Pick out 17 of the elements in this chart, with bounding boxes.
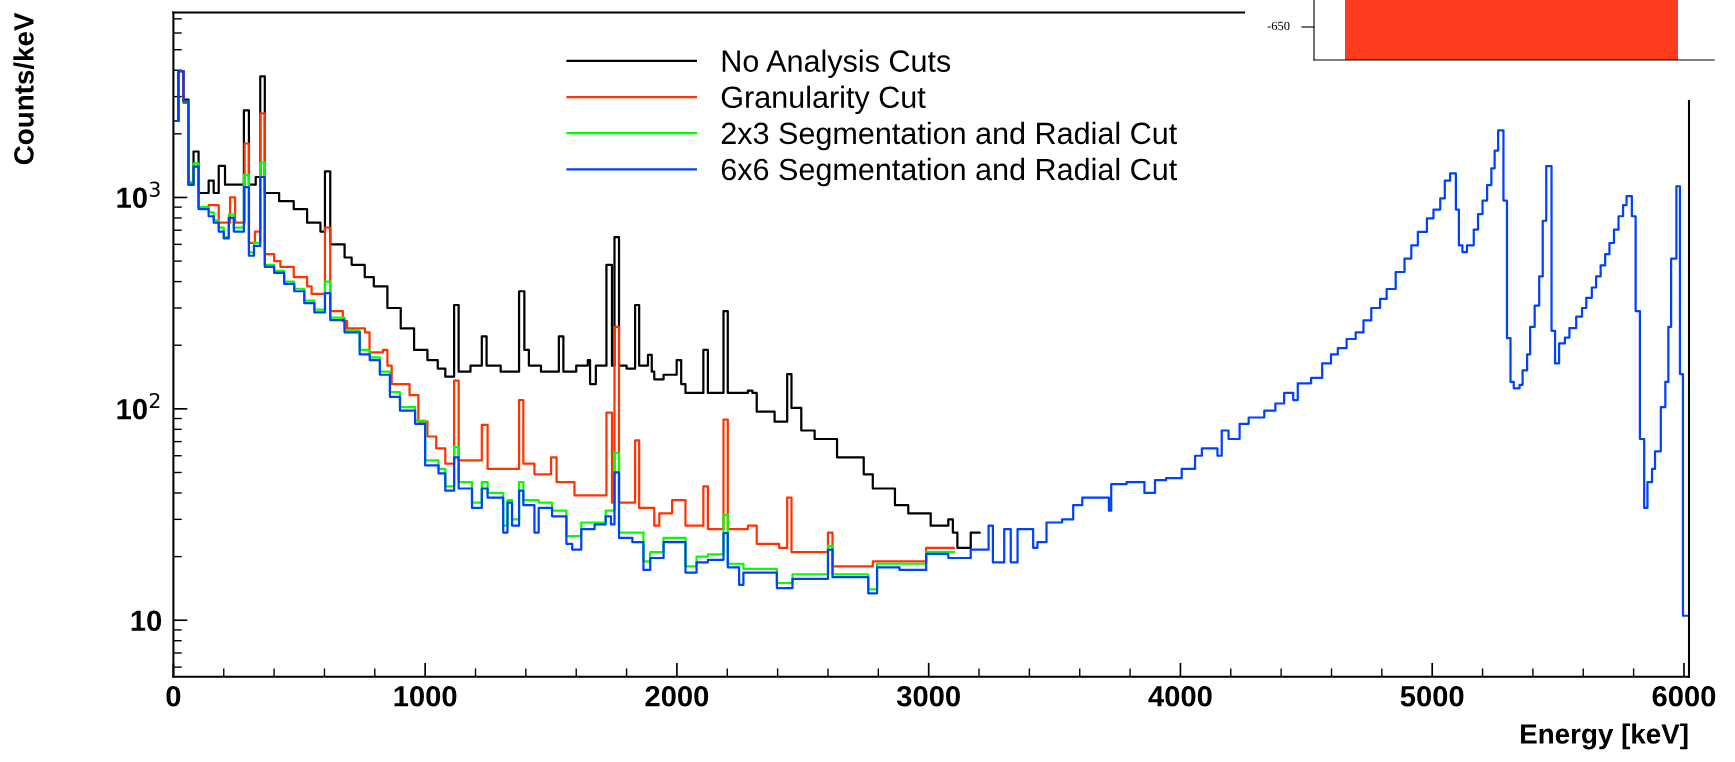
- x-tick-label: 3000: [896, 685, 960, 707]
- y-tick-label: 10$^{2}$: [117, 392, 160, 420]
- x-tick-label: 6000: [1652, 685, 1716, 707]
- x-tick-label: 1000: [394, 685, 457, 707]
- y-tick-label: 10$^{3}$: [117, 181, 160, 209]
- x-tick-label: 5000: [1400, 685, 1464, 707]
- legend-label: 2x3 Segmentation and Radial Cut: [721, 121, 1177, 151]
- x-tick-label: 2000: [645, 685, 709, 707]
- x-axis-title: Energy [keV]: [1521, 723, 1688, 750]
- legend-label: 6x6 Segmentation and Radial Cut: [721, 157, 1177, 187]
- x-tick-label: 0: [166, 685, 181, 707]
- x-tick-label: 4000: [1148, 685, 1212, 707]
- y-tick-label: 10: [131, 610, 162, 632]
- legend-label: Granularity Cut: [721, 85, 926, 115]
- legend-label: No Analysis Cuts: [722, 49, 951, 78]
- y-axis-title: Counts/keV: [13, 12, 35, 165]
- annotation: -650: [1267, 21, 1290, 31]
